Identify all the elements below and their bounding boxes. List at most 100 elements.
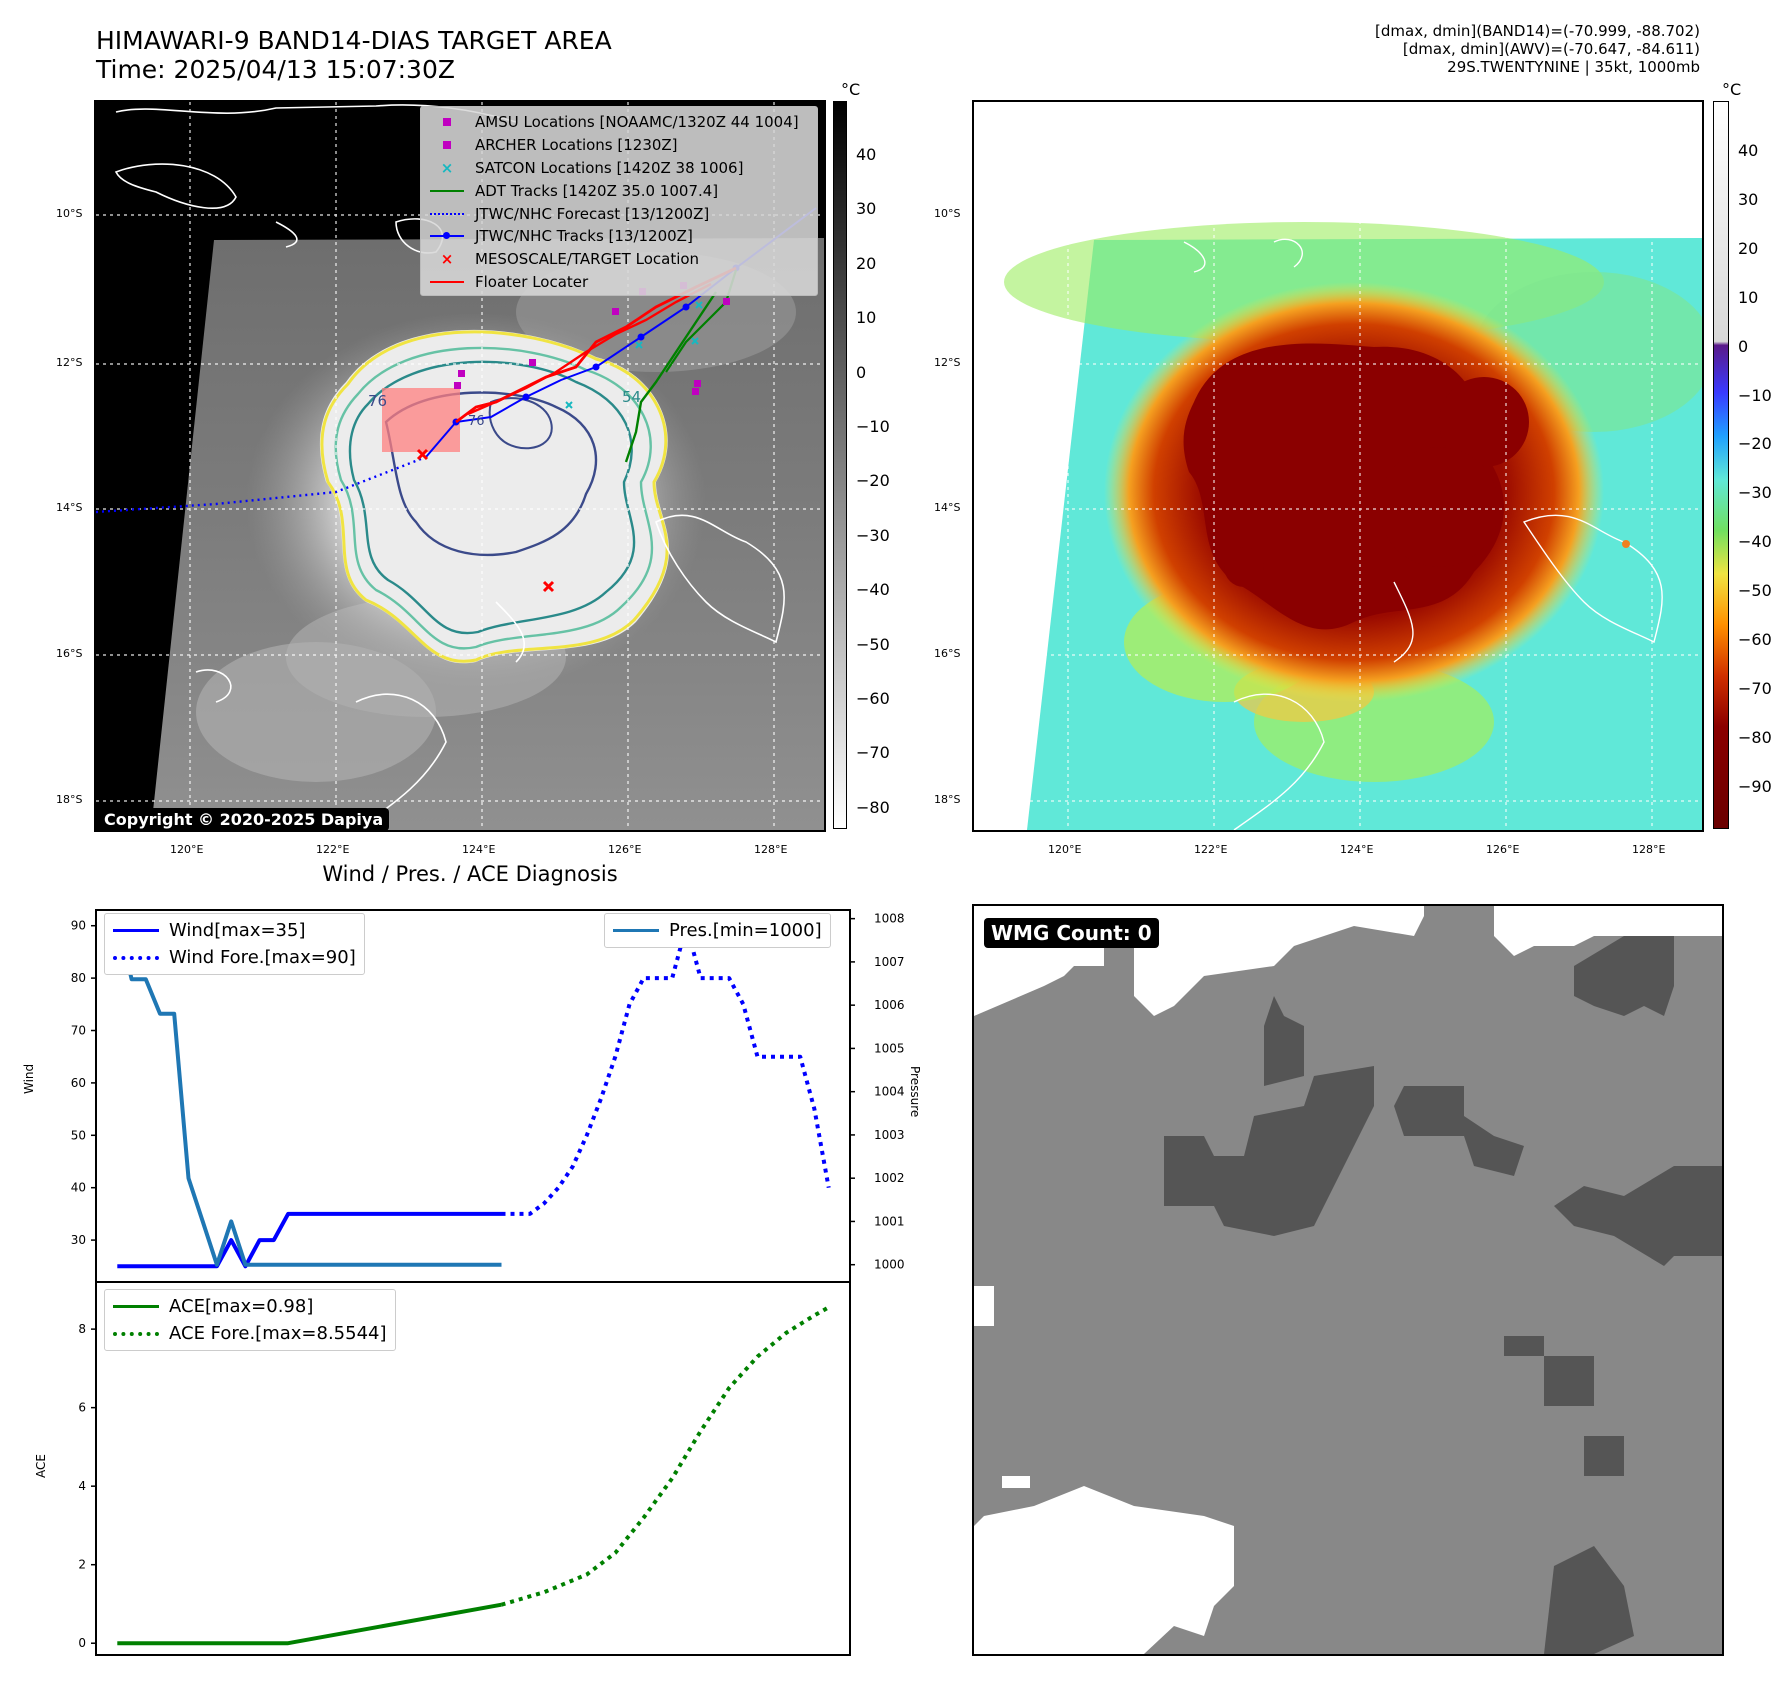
series-line-0 — [117, 1211, 502, 1269]
lon-tick: 128°E — [1632, 843, 1666, 856]
colorbar-tick: −60 — [1738, 630, 1772, 649]
pressure-tick-label: 1006 — [874, 998, 905, 1012]
lon-tick: 128°E — [754, 843, 788, 856]
ace-tick-label: 4 — [78, 1479, 86, 1493]
legend-wind-forecast: Wind Fore.[max=90] — [113, 944, 356, 971]
legend-item-jtwc-forecast: JTWC/NHC Forecast [13/1200Z] — [429, 202, 809, 225]
ace-axis-label: ACE — [34, 1454, 48, 1478]
lat-tick: 16°S — [934, 647, 961, 660]
lat-tick: 10°S — [934, 207, 961, 220]
pressure-axis-label: Pressure — [908, 1066, 922, 1118]
pressure-tick-label: 1001 — [874, 1214, 905, 1228]
colorbar-tick: −80 — [856, 797, 890, 817]
lat-tick: 10°S — [56, 207, 83, 220]
copyright-badge: Copyright © 2020-2025 Dapiya — [98, 808, 390, 830]
colorbar-tick: −90 — [1738, 776, 1772, 796]
adt-track — [624, 291, 717, 463]
wind-axis-label: Wind — [22, 1063, 36, 1094]
map-legend: AMSU Locations [NOAAMC/1320Z 44 1004] AR… — [420, 106, 818, 296]
series-line-2 — [115, 918, 502, 1267]
contour-label: 76 — [468, 414, 485, 429]
dotted-line-icon — [429, 212, 465, 215]
line-marker-icon — [429, 280, 465, 283]
ace-plot-frame — [95, 1281, 851, 1656]
series-line-1 — [501, 923, 831, 1216]
colorbar-tick: −70 — [856, 743, 890, 763]
lon-tick: 124°E — [1340, 843, 1374, 856]
wind-tick-label: 70 — [71, 1024, 86, 1038]
colorbar-tick: 0 — [856, 362, 867, 382]
pressure-tick-label: 1003 — [874, 1128, 905, 1142]
colorbar-tick: 20 — [1738, 238, 1759, 258]
diagnosis-chart-title: Wind / Pres. / ACE Diagnosis — [322, 862, 618, 886]
lon-tick: 124°E — [462, 843, 496, 856]
solid-line-icon — [613, 929, 659, 932]
gray-colorbar — [833, 101, 847, 829]
lat-tick: 12°S — [934, 356, 961, 369]
colorbar-tick: −70 — [1738, 678, 1772, 698]
ir-map-panel: 76 76 54 AMSU Locations [NOAAMC/1320Z 44… — [94, 100, 826, 832]
wind-tick-label: 80 — [71, 971, 86, 985]
lat-tick: 18°S — [56, 793, 83, 806]
contour-label: 54 — [622, 388, 641, 406]
legend-ace: ACE[max=0.98] — [113, 1293, 387, 1320]
colorbar-tick: −10 — [1738, 385, 1772, 405]
colorbar-tick: 30 — [856, 199, 877, 219]
pressure-tick-label: 1004 — [874, 1085, 905, 1099]
colorbar-tick: 40 — [856, 145, 877, 164]
target-location-marker — [542, 580, 555, 593]
colorbar-tick: −10 — [856, 417, 890, 436]
colorbar-tick: −50 — [1738, 581, 1772, 601]
colorbar-tick: −40 — [1738, 532, 1772, 552]
awv-map-image — [974, 102, 1702, 830]
pressure-legend: Pres.[min=1000] — [604, 913, 831, 948]
lat-tick: 16°S — [56, 647, 83, 660]
legend-item-adt: ADT Tracks [1420Z 35.0 1007.4] — [429, 179, 809, 202]
colorbar-tick: −20 — [1738, 434, 1772, 454]
lon-tick: 120°E — [1048, 843, 1082, 856]
wind-legend: Wind[max=35] Wind Fore.[max=90] — [104, 913, 365, 975]
pressure-tick-label: 1000 — [874, 1258, 905, 1272]
colorbar-tick: −50 — [856, 634, 890, 654]
target-area-box — [382, 388, 460, 452]
ace-tick-label: 0 — [78, 1636, 86, 1650]
satcon-markers — [565, 301, 703, 409]
line-marker-icon — [429, 189, 465, 192]
lon-tick: 126°E — [608, 843, 642, 856]
wind-tick-label: 30 — [71, 1233, 86, 1247]
solid-line-icon — [113, 1305, 159, 1308]
dotted-line-icon — [113, 1331, 159, 1336]
wmg-image — [974, 906, 1722, 1654]
wmg-panel: WMG Count: 0 — [972, 904, 1724, 1656]
legend-item-amsu: AMSU Locations [NOAAMC/1320Z 44 1004] — [429, 111, 809, 134]
colorbar-tick: −30 — [856, 525, 890, 545]
legend-ace-forecast: ACE Fore.[max=8.5544] — [113, 1320, 387, 1347]
square-marker-icon — [429, 118, 465, 127]
colorbar-tick: 10 — [1738, 287, 1759, 307]
ace-series-line-0 — [117, 1602, 502, 1646]
color-colorbar — [1713, 101, 1729, 829]
awv-map-panel — [972, 100, 1704, 832]
ace-series-line-1 — [500, 1305, 830, 1607]
ace-plot: 0 2 4 6 8 — [78, 1281, 851, 1656]
pressure-tick-label: 1007 — [874, 955, 905, 969]
ace-tick-label: 2 — [78, 1558, 86, 1572]
lat-tick: 18°S — [934, 793, 961, 806]
pressure-tick-label: 1002 — [874, 1171, 905, 1185]
gray-colorbar-unit: °C — [841, 80, 861, 99]
lon-tick: 122°E — [1194, 843, 1228, 856]
color-colorbar-unit: °C — [1722, 80, 1742, 99]
contour-label: 76 — [368, 392, 387, 410]
meta-storm: 29S.TWENTYNINE | 35kt, 1000mb — [1447, 58, 1700, 76]
ace-tick-label: 8 — [78, 1322, 86, 1336]
wmg-count-badge: WMG Count: 0 — [984, 918, 1159, 948]
diagnosis-chart: 3040506070809010001001100210031004100510… — [71, 909, 905, 1656]
x-marker-icon: × — [440, 158, 454, 177]
colorbar-tick: 30 — [1738, 189, 1759, 209]
lon-tick: 120°E — [170, 843, 204, 856]
colorbar-tick: −60 — [856, 689, 890, 708]
ir-map-image: 76 76 54 — [96, 102, 824, 830]
line-dot-icon — [429, 232, 465, 240]
colorbar-tick: 40 — [1738, 141, 1759, 160]
legend-item-archer: ARCHER Locations [1230Z] — [429, 134, 809, 157]
